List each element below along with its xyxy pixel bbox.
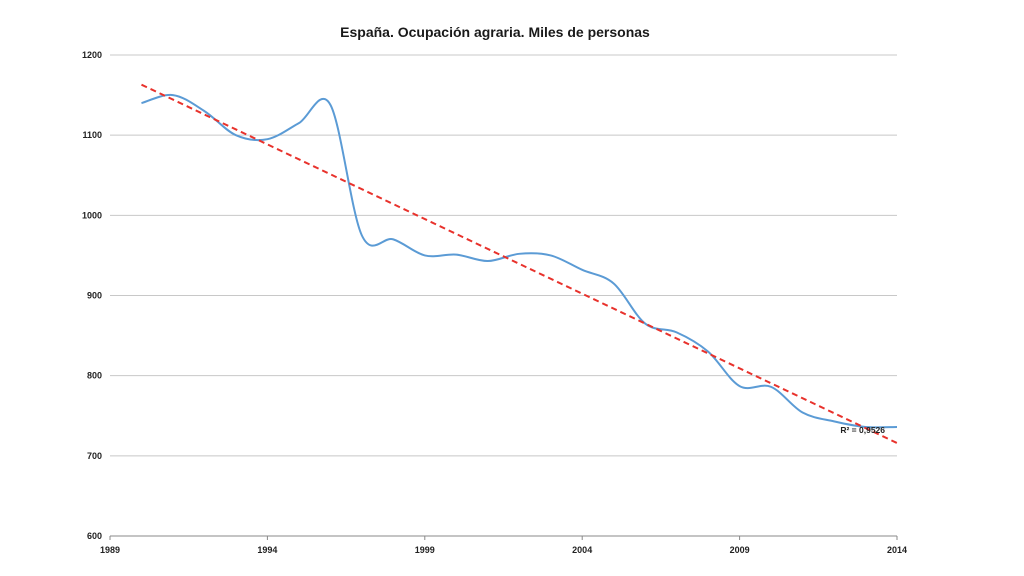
- y-tick-labels: 1200 1100 1000 900 800 700 600: [82, 50, 102, 541]
- y-tick-label: 1100: [82, 130, 102, 140]
- y-tick-label: 1200: [82, 50, 102, 60]
- x-tick-label: 1999: [415, 545, 435, 555]
- trendline: R² = 0,9526: [141, 83, 898, 444]
- trendline-line: [141, 83, 898, 444]
- x-tick-label: 1994: [257, 545, 277, 555]
- x-tick-label: 2004: [572, 545, 592, 555]
- x-tick-labels: 1989 1994 1999 2004 2009 2014: [100, 536, 907, 555]
- x-tick-label: 1989: [100, 545, 120, 555]
- x-tick-label: 2014: [887, 545, 907, 555]
- y-tick-label: 700: [87, 451, 102, 461]
- y-tick-label: 1000: [82, 210, 102, 220]
- y-tick-label: 600: [87, 531, 102, 541]
- gridlines: [110, 54, 897, 457]
- r-squared-label: R² = 0,9526: [840, 425, 885, 435]
- y-tick-label: 900: [87, 291, 102, 301]
- x-tick-label: 2009: [730, 545, 750, 555]
- chart-title: España. Ocupación agraria. Miles de pers…: [340, 24, 650, 40]
- series: [141, 93, 898, 429]
- series-line: [141, 93, 898, 429]
- y-tick-label: 800: [87, 371, 102, 381]
